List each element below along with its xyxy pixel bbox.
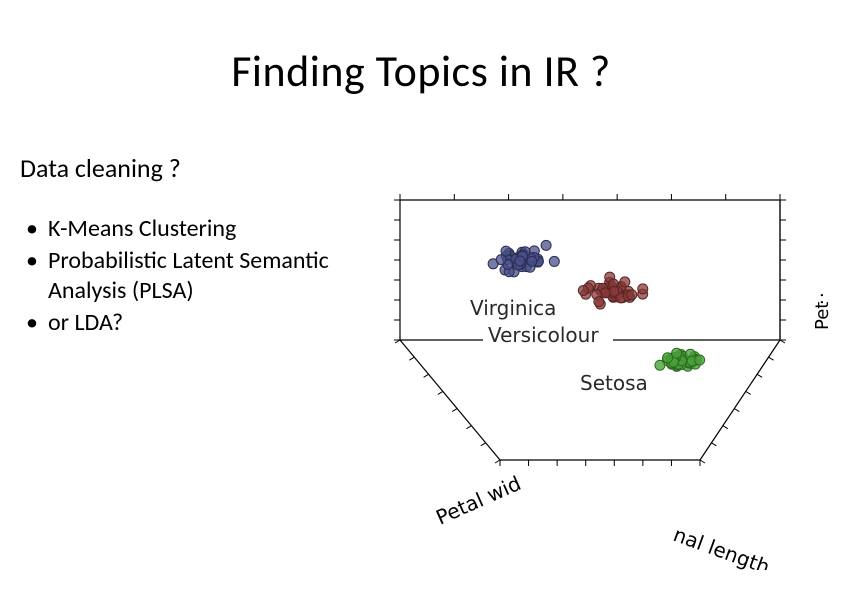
svg-text:·: · [812, 299, 833, 305]
subheading: Data cleaning ? [20, 152, 181, 184]
bullet-item: K-Means Clustering [44, 214, 360, 244]
bullet-item: Probabilistic Latent Semantic Analysis (… [44, 246, 360, 306]
svg-text:nal length: nal length [670, 522, 773, 570]
svg-text:Virginica: Virginica [470, 296, 556, 320]
slide-title: Finding Topics in IR ? [0, 44, 842, 98]
svg-text:Petal wid: Petal wid [432, 471, 524, 530]
svg-text:Versicolour: Versicolour [488, 323, 599, 347]
bullet-item: or LDA? [44, 308, 360, 338]
bullet-list: K-Means Clustering Probabilistic Latent … [20, 214, 360, 340]
svg-text:Setosa: Setosa [580, 371, 648, 395]
svg-text:·: · [812, 292, 833, 298]
scatter-3d-chart: Virginica Versicolour Setosa Petal wid nal l… [370, 140, 840, 570]
